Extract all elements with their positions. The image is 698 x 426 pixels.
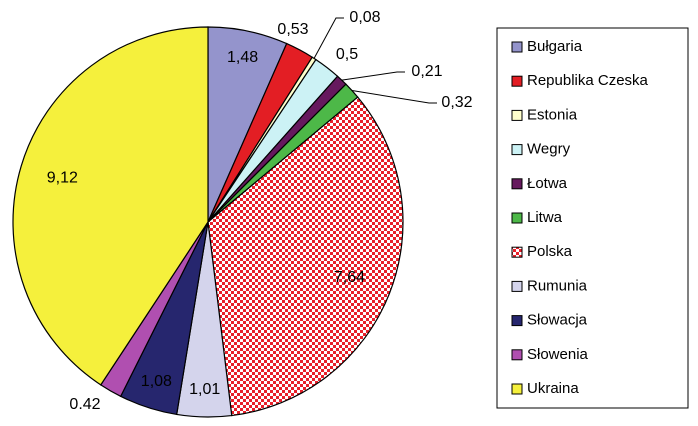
- legend-swatch: [511, 315, 523, 327]
- data-label: 9,12: [47, 170, 78, 187]
- leader-line: [341, 71, 405, 81]
- legend-swatch: [511, 212, 523, 224]
- legend-swatch: [511, 349, 523, 361]
- legend-label: Słowenia: [527, 346, 589, 363]
- leader-line: [313, 17, 344, 59]
- legend-label: Łotwa: [527, 175, 568, 192]
- data-label: 0,21: [411, 63, 442, 80]
- legend-label: Rumunia: [527, 277, 588, 294]
- pie-slice: [12, 26, 209, 386]
- legend-label: Estonia: [527, 106, 578, 123]
- legend-swatch: [511, 178, 523, 190]
- legend-label: Ukraina: [527, 380, 579, 397]
- legend-label: Polska: [527, 243, 573, 260]
- legend-swatch: [511, 41, 523, 53]
- data-label: 1,48: [227, 49, 258, 66]
- data-label: 0,08: [349, 9, 380, 26]
- data-label: 7,64: [334, 269, 365, 286]
- data-label: 1,01: [189, 381, 220, 398]
- data-label: 0.42: [69, 396, 100, 413]
- legend-swatch: [511, 246, 523, 258]
- legend-swatch: [511, 280, 523, 292]
- data-label: 0,53: [277, 21, 308, 38]
- legend-label: Wegry: [527, 141, 571, 158]
- legend-swatch: [511, 75, 523, 87]
- data-label: 1,08: [141, 373, 172, 390]
- pie-slice: [207, 96, 404, 417]
- legend-swatch: [511, 144, 523, 156]
- legend: Bułgaria Republika Czeska Estonia Wegry Łotw…: [511, 38, 649, 397]
- leader-line: [351, 89, 437, 104]
- data-label: 0,5: [336, 46, 358, 63]
- legend-label: Bułgaria: [527, 38, 583, 55]
- legend-swatch: [511, 383, 523, 395]
- legend-box: [496, 27, 689, 409]
- data-label: 0,32: [441, 94, 472, 111]
- legend-label: Słowacja: [527, 312, 588, 329]
- legend-swatch: [511, 109, 523, 121]
- legend-label: Litwa: [527, 209, 563, 226]
- legend-label: Republika Czeska: [527, 72, 649, 89]
